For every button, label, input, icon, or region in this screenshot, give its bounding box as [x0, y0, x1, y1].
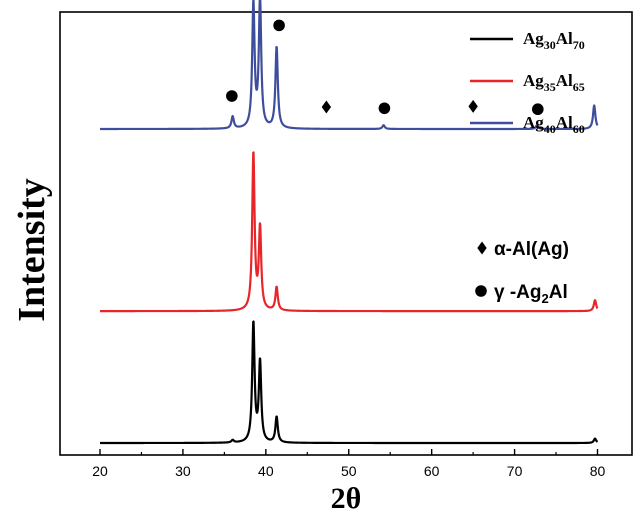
legend-label: Ag35Al65	[523, 71, 585, 94]
gamma-phase-marker	[273, 19, 285, 32]
legend-subscript: 70	[573, 38, 585, 52]
legend-subscript: 35	[544, 80, 556, 94]
legend-circle-icon	[475, 285, 487, 297]
alpha-phase-marker	[321, 100, 332, 114]
gamma-phase-marker	[226, 90, 238, 102]
phase-legend: α-Al(Ag) γ -Ag2Al	[475, 239, 569, 306]
phase-label-tail: Al	[549, 282, 568, 303]
legend-label: Ag40Al60	[523, 113, 585, 136]
y-axis-title: Intensity	[11, 178, 53, 322]
alpha-phase-marker	[468, 99, 478, 113]
legend-text-part: Ag	[523, 71, 544, 90]
phase-label-subscript: 2	[542, 291, 549, 306]
legend-subscript: 65	[573, 80, 585, 94]
x-tick-label: 80	[590, 463, 606, 479]
series-line-ag35	[99, 151, 599, 313]
legend-text-part: Ag	[523, 113, 544, 132]
legend-subscript: 40	[544, 122, 556, 136]
x-tick-label: 30	[175, 463, 191, 479]
legend-label: Ag30Al70	[523, 29, 585, 52]
legend-text-part: Al	[556, 29, 573, 48]
legend-text-part: Ag	[523, 29, 544, 48]
phase-markers	[226, 19, 544, 116]
phase-label-alpha: α-Al(Ag)	[494, 239, 569, 260]
legend-subscript: 30	[544, 38, 556, 52]
plot-frame	[59, 11, 633, 456]
series-layer	[99, 0, 599, 445]
x-tick-label: 60	[424, 463, 440, 479]
x-tick-label: 40	[258, 463, 274, 479]
x-axis-title: 2θ	[331, 482, 362, 515]
x-tick-label: 70	[507, 463, 523, 479]
x-axis-ticks: 20 30 40 50 60 70 80	[92, 449, 605, 479]
legend-diamond-icon	[477, 241, 487, 255]
legend-text-part: Al	[556, 71, 573, 90]
legend-text-part: Al	[556, 113, 573, 132]
x-tick-label: 20	[92, 463, 108, 479]
gamma-phase-marker	[532, 103, 544, 116]
legend-subscript: 60	[573, 122, 585, 136]
series-line-ag30	[99, 320, 599, 445]
gamma-phase-marker	[378, 102, 391, 115]
series-line-ag40	[99, 0, 599, 131]
phase-label-gamma: γ -Ag2Al	[494, 282, 568, 306]
phase-label-main: γ -Ag	[494, 282, 542, 303]
x-tick-label: 50	[341, 463, 357, 479]
